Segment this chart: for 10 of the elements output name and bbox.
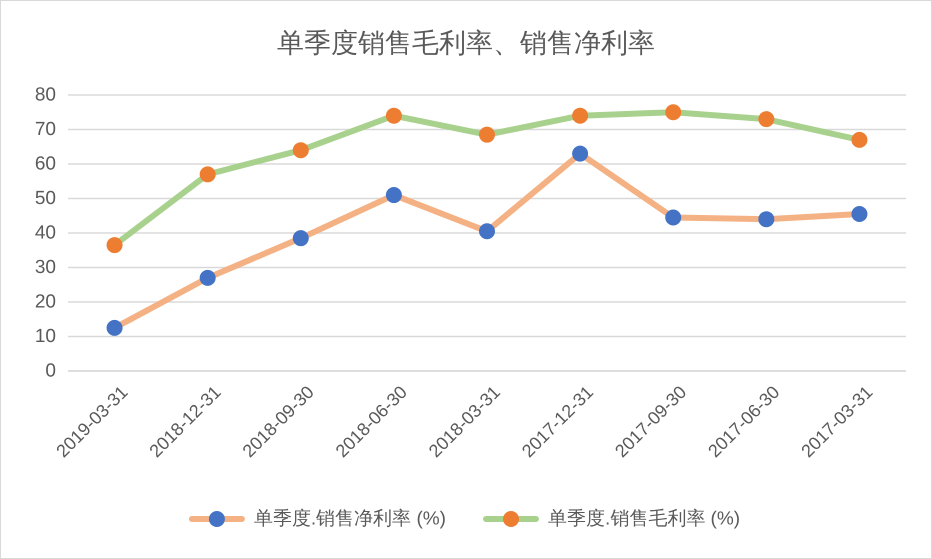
ytick-label: 60 — [34, 154, 56, 174]
ytick-label: 10 — [34, 326, 56, 347]
ytick-label: 70 — [34, 119, 56, 140]
ytick-label: 80 — [34, 84, 56, 106]
ytick-label: 30 — [34, 257, 56, 278]
title: 单季度销售毛利率、销售净利率 — [277, 28, 655, 58]
ytick-label: 0 — [45, 360, 56, 382]
ytick-label: 40 — [34, 222, 56, 244]
ytick-label: 20 — [34, 292, 56, 312]
ytick-label: 50 — [34, 188, 56, 209]
